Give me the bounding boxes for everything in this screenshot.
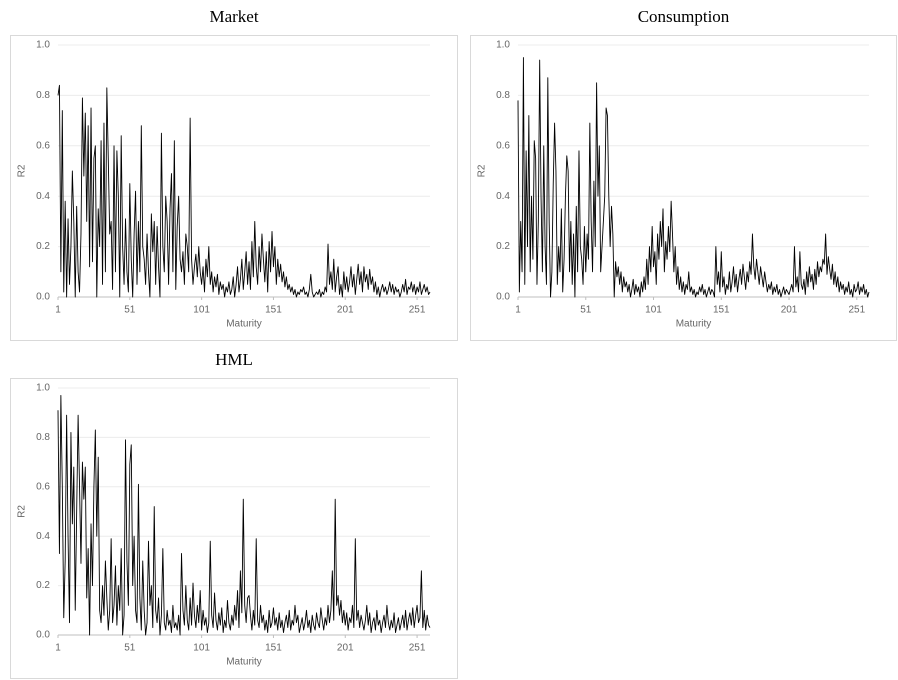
- x-tick-label: 201: [781, 305, 798, 316]
- x-axis-label: Maturity: [676, 319, 712, 330]
- x-tick-label: 1: [55, 305, 61, 316]
- x-tick-label: 101: [645, 305, 662, 316]
- x-tick-label: 151: [265, 643, 282, 654]
- y-tick-label: 0.6: [36, 481, 50, 492]
- x-tick-label: 201: [337, 305, 354, 316]
- x-tick-label: 1: [515, 305, 521, 316]
- y-tick-label: 0.2: [36, 241, 50, 252]
- y-tick-label: 0.8: [36, 432, 50, 443]
- x-tick-label: 151: [713, 305, 730, 316]
- x-tick-label: 201: [337, 643, 354, 654]
- series-line: [517, 57, 870, 298]
- series-line: [57, 394, 431, 636]
- x-tick-label: 101: [193, 305, 210, 316]
- y-tick-label: 0.2: [496, 241, 510, 252]
- y-tick-label: 0.4: [36, 191, 50, 202]
- y-tick-label: 0.0: [36, 292, 50, 303]
- y-axis-label: R2: [17, 505, 28, 518]
- panel-border: [10, 35, 458, 341]
- series-line: [57, 84, 431, 298]
- y-tick-label: 1.0: [496, 40, 510, 51]
- x-tick-label: 251: [409, 305, 426, 316]
- chart-title: HML: [215, 350, 253, 369]
- panel-border: [10, 378, 458, 679]
- y-tick-label: 0.8: [36, 90, 50, 101]
- y-tick-label: 0.8: [496, 90, 510, 101]
- x-tick-label: 51: [124, 643, 136, 654]
- y-axis-label: R2: [477, 164, 488, 177]
- y-axis-label: R2: [17, 164, 28, 177]
- x-axis-label: Maturity: [226, 319, 262, 330]
- x-tick-label: 101: [193, 643, 210, 654]
- y-tick-label: 0.6: [496, 140, 510, 151]
- panel-border: [470, 35, 897, 341]
- x-tick-label: 51: [580, 305, 592, 316]
- y-tick-label: 0.0: [496, 292, 510, 303]
- y-tick-label: 0.2: [36, 580, 50, 591]
- y-tick-label: 1.0: [36, 40, 50, 51]
- y-tick-label: 0.6: [36, 140, 50, 151]
- x-axis-label: Maturity: [226, 657, 262, 668]
- x-tick-label: 151: [265, 305, 282, 316]
- y-tick-label: 0.0: [36, 630, 50, 641]
- chart-title: Market: [209, 7, 258, 26]
- x-tick-label: 1: [55, 643, 61, 654]
- y-tick-label: 1.0: [36, 383, 50, 394]
- x-tick-label: 251: [409, 643, 426, 654]
- y-tick-label: 0.4: [36, 531, 50, 542]
- y-tick-label: 0.4: [496, 191, 510, 202]
- chart-title: Consumption: [638, 7, 730, 26]
- x-tick-label: 51: [124, 305, 136, 316]
- x-tick-label: 251: [848, 305, 865, 316]
